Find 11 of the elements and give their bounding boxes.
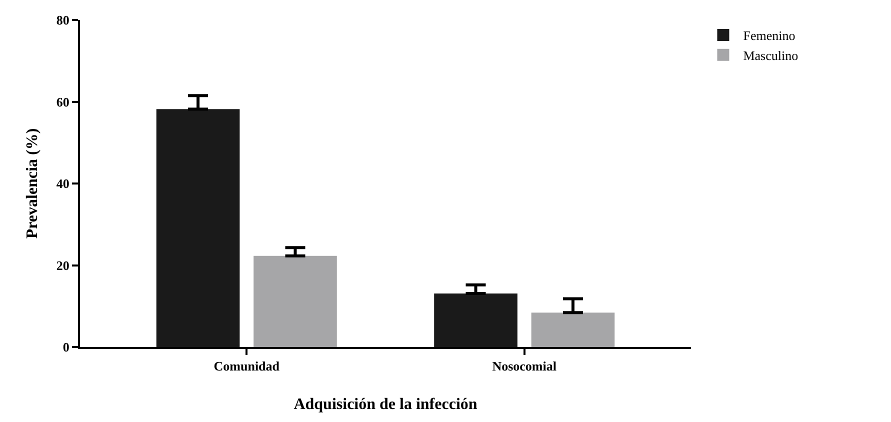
y-tick-label: 80 <box>56 12 70 28</box>
y-tick-label: 60 <box>56 94 70 110</box>
y-tick-label: 40 <box>56 176 70 192</box>
x-tick-label: Comunidad <box>214 358 280 374</box>
x-axis-title: Adquisición de la infección <box>294 396 478 413</box>
y-tick-label: 0 <box>62 340 70 355</box>
y-tick-label: 20 <box>56 258 70 273</box>
legend-label: Femenino <box>743 28 796 44</box>
legend-label: Masculino <box>743 48 798 63</box>
x-tick-label: Nosocomial <box>492 358 557 374</box>
y-axis-title: Prevalencia (%) <box>24 128 41 239</box>
